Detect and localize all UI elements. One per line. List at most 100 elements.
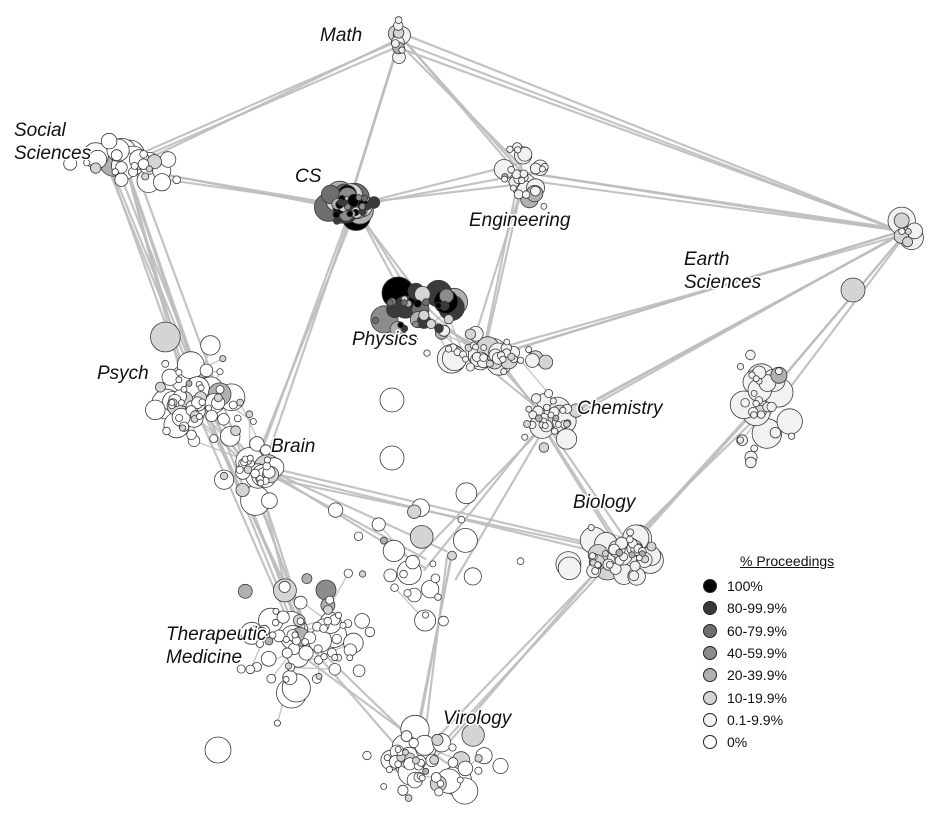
journal-node — [757, 410, 766, 419]
journal-node — [63, 156, 78, 171]
journal-node — [421, 298, 430, 307]
journal-node — [750, 411, 758, 419]
journal-node — [457, 515, 466, 524]
region-label-engineering: Engineering — [469, 210, 571, 231]
journal-node — [301, 638, 309, 646]
journal-node — [273, 719, 281, 727]
region-label-therapeutic-medicine-line1: Therapeutic — [166, 624, 267, 645]
journal-node — [540, 202, 548, 210]
journal-node — [272, 607, 280, 615]
link-edge — [476, 233, 905, 356]
journal-node — [736, 436, 745, 444]
journal-node — [513, 189, 524, 200]
region-label-math: Math — [320, 25, 362, 46]
journal-node — [605, 560, 614, 569]
journal-node — [902, 236, 913, 248]
journal-node — [429, 560, 437, 568]
journal-node — [391, 39, 400, 48]
journal-node — [465, 362, 475, 372]
journal-node — [243, 465, 253, 474]
journal-node — [301, 573, 313, 584]
journal-node — [543, 403, 551, 412]
journal-node — [219, 355, 227, 363]
journal-node — [521, 190, 531, 199]
journal-node — [278, 580, 291, 593]
journal-node — [235, 465, 244, 474]
journal-node — [398, 46, 406, 54]
link-edge — [290, 666, 335, 670]
journal-node — [360, 194, 368, 202]
journal-node — [750, 389, 758, 397]
journal-node — [255, 639, 264, 648]
journal-node — [200, 335, 221, 356]
legend-swatch — [703, 646, 717, 661]
journal-node — [362, 750, 372, 761]
journal-node — [525, 353, 540, 368]
legend-item: 20-39.9% — [703, 664, 873, 686]
link-edge — [483, 178, 525, 353]
journal-node — [426, 319, 437, 330]
journal-node — [485, 359, 494, 368]
journal-node — [635, 554, 643, 562]
journal-node — [456, 776, 464, 784]
journal-node — [418, 774, 426, 782]
journal-node — [371, 517, 386, 532]
journal-node — [394, 746, 402, 753]
journal-node — [371, 316, 379, 324]
journal-node — [594, 561, 602, 569]
journal-node — [236, 398, 244, 407]
legend-item: 0.1-9.9% — [703, 709, 873, 731]
journal-node — [399, 569, 408, 579]
journal-node — [530, 393, 542, 404]
journal-node — [455, 482, 478, 505]
journal-node — [439, 288, 454, 304]
region-label-layer: Math Social Sciences CS Engineering Eart… — [13, 24, 764, 731]
journal-node — [503, 338, 511, 346]
node-layer — [63, 16, 924, 805]
region-label-virology: Virology — [443, 708, 513, 729]
journal-node — [775, 367, 783, 376]
journal-node — [382, 539, 405, 563]
journal-node — [390, 583, 399, 592]
link-edge — [523, 178, 905, 233]
legend-swatch — [703, 735, 717, 750]
journal-node — [521, 433, 529, 441]
journal-node — [412, 320, 420, 328]
region-label-social-sciences-line2: Sciences — [14, 143, 92, 164]
journal-node — [500, 368, 508, 376]
journal-node — [137, 158, 150, 170]
journal-node — [315, 672, 323, 680]
legend-label: 0.1-9.9% — [727, 711, 784, 728]
journal-node — [404, 794, 413, 802]
link-edge — [125, 166, 189, 398]
journal-node — [517, 146, 533, 162]
journal-node — [501, 175, 509, 183]
journal-node — [364, 202, 372, 210]
journal-node — [397, 784, 409, 796]
link-edge — [118, 40, 397, 165]
region-label-chemistry: Chemistry — [577, 398, 664, 419]
journal-node — [162, 426, 171, 436]
journal-node — [331, 633, 342, 645]
journal-node — [840, 277, 866, 303]
journal-node — [787, 432, 796, 440]
journal-node — [514, 146, 522, 154]
legend-items: 100% 80-99.9% 60-79.9% 40-59.9% 20-39.9% 10-1… — [703, 575, 873, 753]
journal-node — [745, 456, 757, 469]
journal-node — [205, 404, 213, 412]
journal-node — [492, 758, 509, 775]
journal-node — [130, 161, 139, 170]
journal-node — [523, 420, 531, 428]
journal-node — [452, 528, 478, 553]
region-label-brain: Brain — [271, 436, 315, 457]
journal-node — [438, 615, 449, 627]
journal-node — [528, 410, 538, 420]
link-edge — [137, 45, 398, 160]
journal-node — [215, 385, 225, 395]
journal-node — [554, 420, 562, 428]
legend-item: 10-19.9% — [703, 686, 873, 708]
journal-node — [516, 557, 525, 565]
journal-node — [198, 398, 206, 406]
legend-label: 80-99.9% — [727, 600, 787, 617]
